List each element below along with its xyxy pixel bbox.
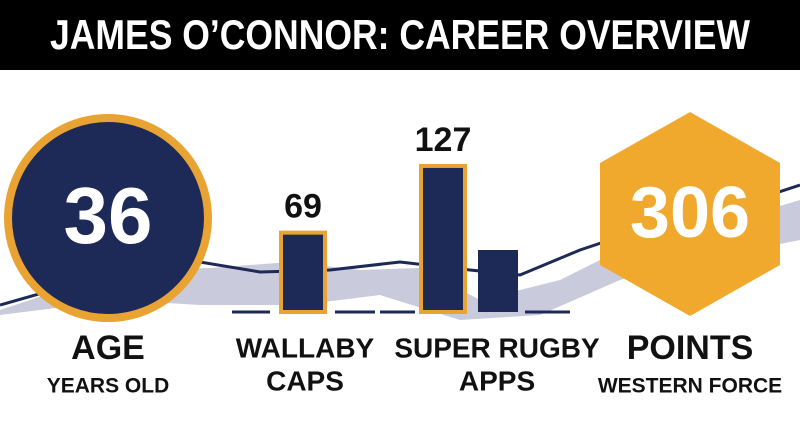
bar-value: 127 (415, 121, 472, 159)
points-hexagon (600, 112, 780, 316)
title-bar (0, 0, 800, 70)
stat-label: WALLABY (236, 332, 375, 363)
decor-bar (478, 250, 518, 312)
bar-value: 69 (284, 188, 322, 226)
stat-label: POINTS (627, 329, 754, 367)
stat-label: WESTERN FORCE (598, 375, 782, 398)
stat-label: APPS (459, 365, 535, 396)
stat-label: YEARS OLD (47, 375, 170, 398)
age-circle (4, 114, 212, 322)
title: JAMES O’CONNOR: CAREER OVERVIEW (50, 11, 750, 58)
stat-label: SUPER RUGBY (394, 332, 600, 363)
stat-bar (279, 230, 327, 314)
decor-area (0, 200, 800, 320)
stat-bar (419, 163, 467, 314)
points-value: 306 (630, 173, 750, 253)
stat-label: AGE (71, 329, 145, 367)
age-value: 36 (64, 171, 153, 260)
stat-label: CAPS (266, 365, 344, 396)
